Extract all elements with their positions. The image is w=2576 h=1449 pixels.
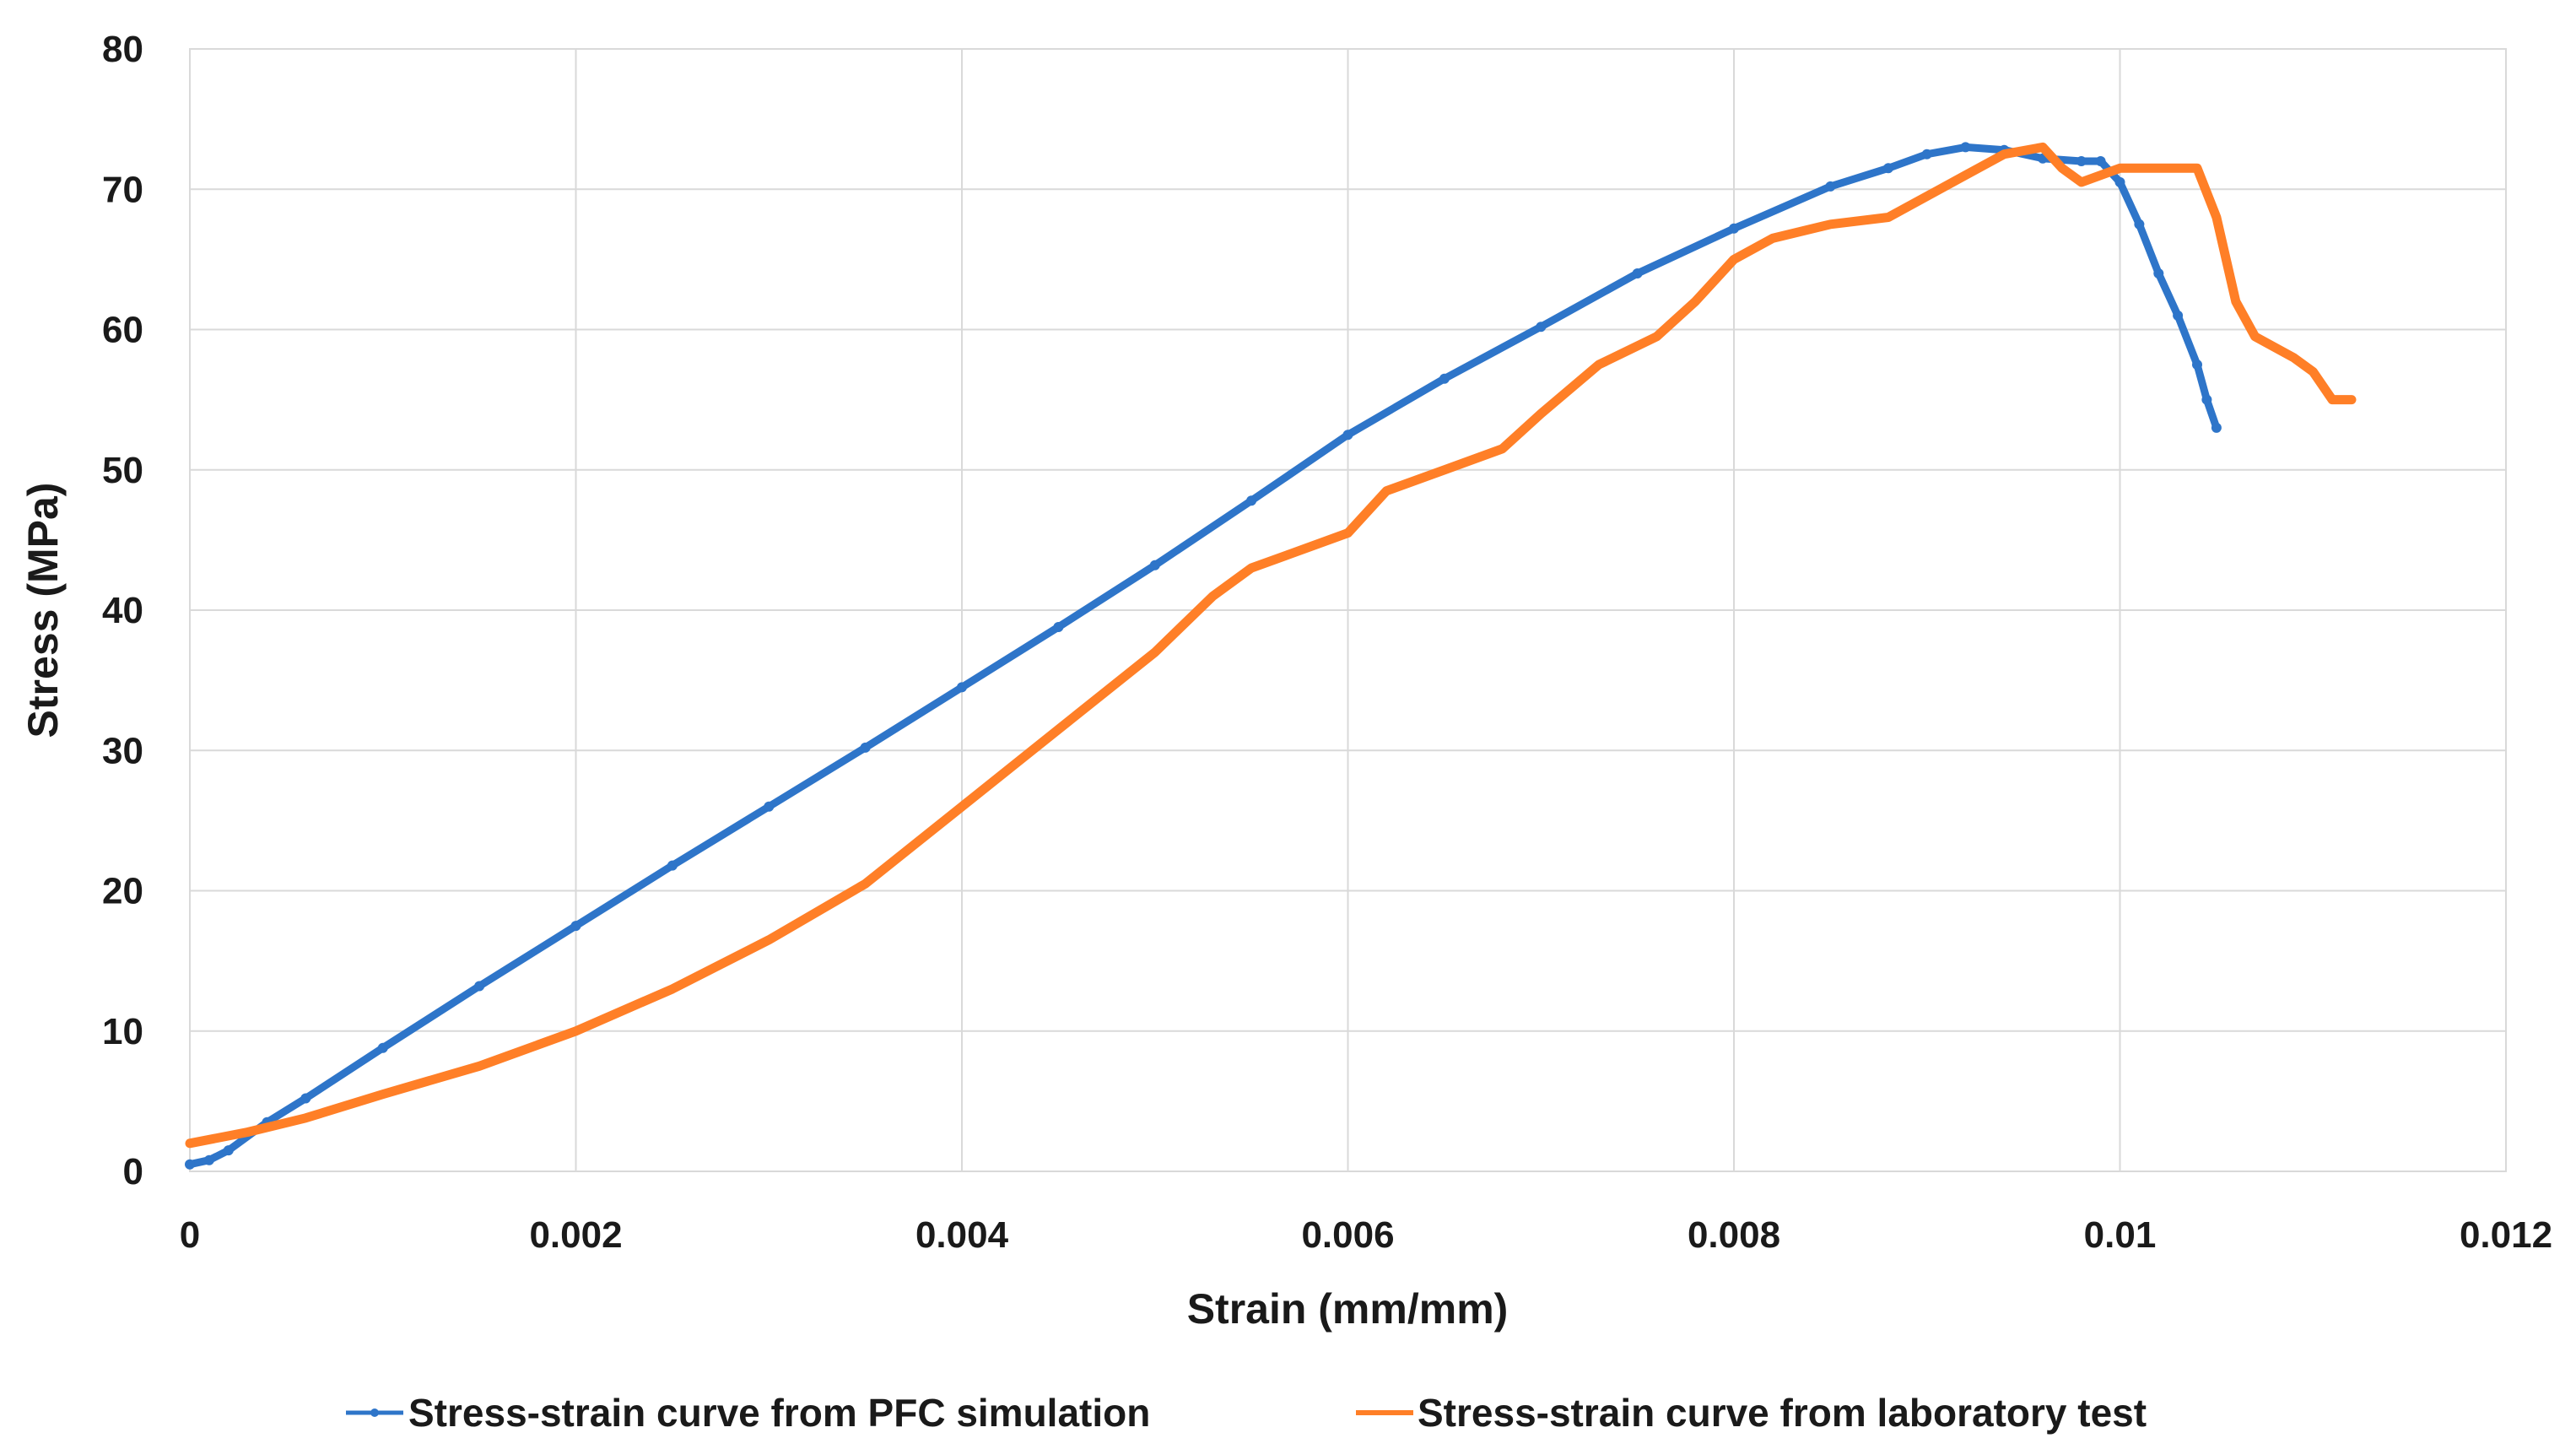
y-tick-label: 20: [102, 871, 143, 912]
x-tick-label: 0.01: [2084, 1214, 2157, 1256]
series-layer: [185, 142, 2357, 1170]
series-point-pfc-simulation: [185, 1159, 195, 1170]
series-point-pfc-simulation: [1053, 622, 1064, 632]
gridlines: [189, 48, 2507, 1172]
y-axis-ticks: 0 10 20 30 40 50 60 70 80: [102, 29, 143, 1192]
x-tick-label: 0.008: [1688, 1214, 1780, 1256]
y-tick-label: 30: [102, 730, 143, 771]
series-point-pfc-simulation: [2201, 394, 2212, 405]
series-point-pfc-simulation: [2173, 310, 2184, 321]
series-point-pfc-simulation: [2153, 268, 2164, 278]
series-point-pfc-simulation: [860, 742, 871, 753]
x-tick-label: 0.012: [2460, 1214, 2552, 1256]
x-axis-title: Strain (mm/mm): [1187, 1285, 1509, 1333]
series-point-pfc-simulation: [2211, 422, 2222, 433]
series-point-pfc-simulation: [203, 1154, 214, 1165]
series-point-pfc-simulation: [1729, 223, 1739, 234]
series-point-pfc-simulation: [2134, 219, 2145, 230]
series-point-pfc-simulation: [2114, 176, 2125, 187]
series-point-pfc-simulation: [1825, 181, 1836, 192]
legend-item-pfc: Stress-strain curve from PFC simulation: [346, 1391, 1150, 1435]
y-tick-label: 10: [102, 1011, 143, 1052]
y-tick-label: 50: [102, 450, 143, 491]
series-point-pfc-simulation: [1632, 268, 1643, 278]
series-point-pfc-simulation: [667, 860, 678, 871]
legend-label-lab: Stress-strain curve from laboratory test: [1418, 1391, 2147, 1435]
y-tick-label: 0: [123, 1151, 143, 1192]
y-tick-label: 40: [102, 590, 143, 631]
series-point-pfc-simulation: [2095, 156, 2106, 166]
y-axis-title: Stress (MPa): [19, 483, 67, 738]
series-point-pfc-simulation: [377, 1042, 388, 1053]
legend-marker-pfc: [370, 1408, 379, 1417]
series-point-pfc-simulation: [1883, 163, 1893, 174]
series-line-laboratory-test: [185, 142, 2357, 1149]
series-point-pfc-simulation: [1536, 322, 1547, 333]
series-point-pfc-simulation: [1149, 560, 1160, 570]
series-point-pfc-simulation: [2192, 360, 2202, 370]
series-point-pfc-simulation: [223, 1145, 234, 1156]
series-line-pfc-simulation: [186, 143, 2221, 1169]
series-point-pfc-simulation: [570, 921, 581, 932]
x-tick-label: 0.002: [529, 1214, 622, 1256]
series-point-pfc-simulation: [474, 981, 485, 992]
series-point-pfc-simulation: [764, 801, 775, 812]
series-point-pfc-simulation: [300, 1093, 311, 1104]
x-tick-label: 0.004: [915, 1214, 1009, 1256]
series-point-pfc-simulation: [957, 682, 967, 693]
y-tick-label: 60: [102, 310, 143, 351]
series-point-pfc-simulation: [1921, 149, 1932, 159]
plot-area: [189, 48, 2507, 1172]
x-axis-ticks: 0 0.002 0.004 0.006 0.008 0.01 0.012: [180, 1214, 2552, 1256]
legend-label-pfc: Stress-strain curve from PFC simulation: [408, 1391, 1150, 1435]
x-tick-label: 0: [180, 1214, 200, 1256]
x-tick-label: 0.006: [1301, 1214, 1394, 1256]
series-point-pfc-simulation: [1439, 373, 1450, 384]
legend: Stress-strain curve from PFC simulation …: [346, 1391, 2147, 1435]
y-tick-label: 80: [102, 29, 143, 70]
series-point-pfc-simulation: [2076, 156, 2087, 166]
series-point-pfc-simulation: [1246, 495, 1257, 506]
y-tick-label: 70: [102, 169, 143, 210]
legend-item-lab: Stress-strain curve from laboratory test: [1356, 1391, 2147, 1435]
series-point-pfc-simulation: [1342, 430, 1353, 441]
series-point-pfc-simulation: [1960, 142, 1971, 153]
